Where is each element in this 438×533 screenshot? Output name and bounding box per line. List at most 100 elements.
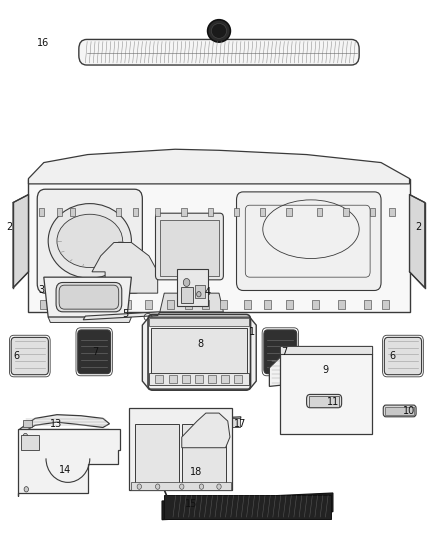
Bar: [208, 208, 213, 216]
Ellipse shape: [180, 484, 184, 489]
Bar: [317, 208, 322, 216]
Ellipse shape: [23, 433, 28, 439]
Bar: [364, 300, 371, 309]
Text: 6: 6: [389, 351, 395, 360]
Ellipse shape: [48, 204, 131, 278]
Bar: [129, 408, 232, 490]
Bar: [177, 269, 208, 306]
Bar: [160, 220, 219, 276]
FancyBboxPatch shape: [155, 213, 223, 280]
Bar: [102, 300, 109, 309]
Polygon shape: [92, 243, 158, 293]
Bar: [169, 375, 177, 383]
Text: 2: 2: [415, 222, 421, 231]
Polygon shape: [182, 413, 230, 448]
Bar: [155, 375, 163, 383]
Text: 3: 3: [39, 286, 45, 295]
Bar: [124, 300, 131, 309]
Polygon shape: [83, 312, 160, 320]
Bar: [189, 418, 240, 427]
Bar: [182, 424, 226, 485]
Polygon shape: [142, 317, 256, 389]
Text: 14: 14: [59, 465, 71, 475]
Bar: [181, 208, 187, 216]
Ellipse shape: [197, 292, 201, 297]
Bar: [221, 375, 229, 383]
Ellipse shape: [217, 484, 221, 489]
Bar: [149, 318, 249, 326]
Bar: [234, 375, 242, 383]
Ellipse shape: [155, 484, 160, 489]
Text: 8: 8: [197, 339, 203, 349]
Text: 7: 7: [92, 347, 99, 357]
Polygon shape: [188, 417, 241, 429]
Polygon shape: [48, 317, 131, 322]
FancyBboxPatch shape: [79, 39, 359, 65]
Ellipse shape: [137, 484, 141, 489]
Ellipse shape: [199, 484, 204, 489]
FancyBboxPatch shape: [264, 330, 297, 374]
Polygon shape: [153, 477, 171, 486]
Bar: [167, 300, 174, 309]
Bar: [370, 208, 375, 216]
Bar: [181, 287, 193, 303]
Bar: [145, 300, 152, 309]
Ellipse shape: [24, 487, 28, 492]
Text: 1: 1: [249, 327, 255, 336]
Bar: [195, 285, 205, 298]
Bar: [133, 208, 138, 216]
Text: 9: 9: [322, 366, 328, 375]
FancyBboxPatch shape: [11, 337, 49, 375]
Polygon shape: [20, 415, 110, 432]
Bar: [58, 300, 65, 309]
Bar: [389, 208, 395, 216]
Bar: [208, 375, 216, 383]
Bar: [280, 346, 372, 434]
Bar: [286, 208, 292, 216]
Bar: [202, 300, 209, 309]
Text: 16: 16: [37, 38, 49, 47]
Ellipse shape: [211, 23, 227, 38]
Text: 5: 5: [122, 310, 128, 319]
Text: 15: 15: [185, 499, 198, 508]
Bar: [264, 300, 271, 309]
Text: 2: 2: [7, 222, 13, 231]
Bar: [182, 375, 190, 383]
Text: 11: 11: [327, 398, 339, 407]
FancyBboxPatch shape: [37, 189, 142, 293]
Bar: [70, 208, 75, 216]
Bar: [234, 208, 239, 216]
Bar: [73, 300, 80, 309]
FancyBboxPatch shape: [385, 337, 421, 375]
Polygon shape: [13, 195, 28, 288]
Text: 18: 18: [190, 467, 202, 477]
Bar: [23, 420, 32, 427]
Bar: [116, 208, 121, 216]
Bar: [21, 435, 39, 450]
Polygon shape: [269, 357, 368, 386]
Bar: [135, 424, 179, 485]
Polygon shape: [410, 195, 425, 288]
Bar: [286, 300, 293, 309]
Bar: [195, 375, 203, 383]
FancyBboxPatch shape: [383, 405, 416, 417]
Bar: [343, 208, 349, 216]
FancyBboxPatch shape: [307, 394, 342, 408]
Bar: [244, 300, 251, 309]
Bar: [39, 208, 44, 216]
Bar: [88, 300, 95, 309]
Text: 4: 4: [205, 287, 211, 297]
Polygon shape: [160, 293, 223, 312]
Bar: [260, 208, 265, 216]
Ellipse shape: [208, 20, 230, 42]
Bar: [149, 373, 249, 385]
Bar: [131, 482, 231, 490]
Ellipse shape: [57, 214, 123, 268]
FancyBboxPatch shape: [78, 330, 110, 374]
Bar: [338, 300, 345, 309]
Bar: [28, 179, 410, 312]
Bar: [185, 300, 192, 309]
Text: 10: 10: [403, 407, 416, 416]
Bar: [57, 208, 62, 216]
Bar: [155, 208, 160, 216]
